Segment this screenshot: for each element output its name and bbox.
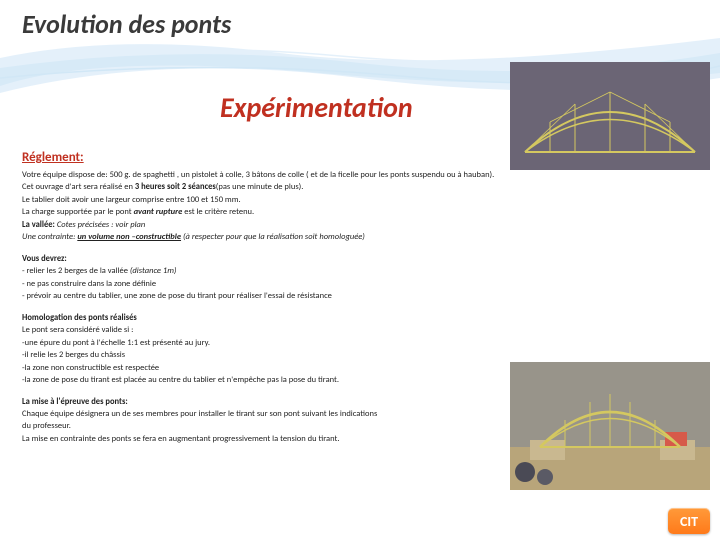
homolog-line: Le pont sera considéré valide si :	[22, 325, 692, 336]
bridge-photo-top	[510, 62, 710, 170]
devrez-header: Vous devrez:	[22, 254, 692, 265]
homolog-line: -la zone de pose du tirant est placée au…	[22, 375, 692, 386]
rules-line: Une contrainte: un volume non –construct…	[22, 232, 692, 243]
cit-logo: CIT	[668, 508, 710, 534]
body-content: Votre équipe dispose de: 500 g. de spagh…	[22, 170, 692, 446]
homolog-line: -il relie les 2 berges du châssis	[22, 350, 692, 361]
epreuve-line: du professeur.	[22, 421, 692, 432]
homolog-header: Homologation des ponts réalisés	[22, 313, 692, 324]
rules-header: Réglement:	[22, 150, 84, 165]
rules-line: La vallée: Cotes précisées : voir plan	[22, 220, 692, 231]
homolog-line: -une épure du pont à l'échelle 1:1 est p…	[22, 338, 692, 349]
rules-line: Le tablier doit avoir une largeur compri…	[22, 195, 692, 206]
epreuve-line: Chaque équipe désignera un de ses membre…	[22, 409, 692, 420]
rules-line: La charge supportée par le pont avant ru…	[22, 207, 692, 218]
devrez-line: - prévoir au centre du tablier, une zone…	[22, 291, 692, 302]
rules-line: Cet ouvrage d'art sera réalisé en 3 heur…	[22, 182, 692, 193]
devrez-line: - ne pas construire dans la zone définie	[22, 279, 692, 290]
page-title: Evolution des ponts	[22, 8, 231, 40]
epreuve-header: La mise à l'épreuve des ponts:	[22, 397, 692, 408]
devrez-line: - relier les 2 berges de la vallée (dist…	[22, 266, 692, 277]
page-subtitle: Expérimentation	[220, 90, 413, 125]
rules-line: Votre équipe dispose de: 500 g. de spagh…	[22, 170, 692, 181]
homolog-line: -la zone non constructible est respectée	[22, 363, 692, 374]
epreuve-line: La mise en contrainte des ponts se fera …	[22, 434, 692, 445]
